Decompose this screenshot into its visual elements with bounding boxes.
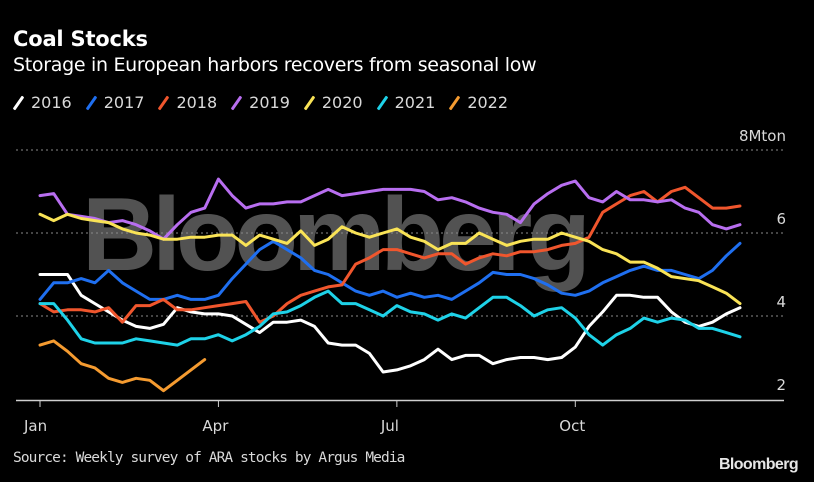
series-line-2018 bbox=[38, 185, 742, 324]
legend-item-2020: 2020 bbox=[304, 93, 363, 112]
series-line-2019 bbox=[38, 177, 742, 241]
legend-label: 2016 bbox=[31, 93, 72, 112]
x-tick-label: Oct bbox=[559, 417, 585, 435]
chart-subtitle: Storage in European harbors recovers fro… bbox=[13, 54, 537, 76]
series-line-2021 bbox=[38, 289, 742, 347]
legend-item-2022: 2022 bbox=[449, 93, 508, 112]
x-tick-label: Apr bbox=[202, 417, 229, 435]
chart-title: Coal Stocks bbox=[13, 27, 148, 51]
legend-label: 2021 bbox=[394, 93, 436, 112]
legend-item-2019: 2019 bbox=[231, 93, 290, 112]
x-tick-label: Jul bbox=[380, 417, 399, 435]
legend-label: 2017 bbox=[103, 93, 145, 112]
legend-item-2021: 2021 bbox=[377, 93, 436, 112]
x-tick-label: Jan bbox=[23, 417, 47, 435]
y-tick-label: 8Mton bbox=[739, 127, 786, 145]
legend-label: 2020 bbox=[321, 93, 363, 112]
series-line-2017 bbox=[38, 239, 742, 301]
legend-item-2018: 2018 bbox=[158, 93, 217, 112]
y-axis: 2 4 6 8Mton bbox=[739, 127, 786, 394]
series-line-2020 bbox=[38, 212, 742, 306]
series-line-2022 bbox=[38, 339, 207, 393]
bloomberg-logo: Bloomberg bbox=[718, 456, 799, 473]
y-tick-label: 2 bbox=[776, 376, 786, 394]
gridlines bbox=[16, 149, 784, 317]
legend-label: 2018 bbox=[176, 93, 218, 112]
y-tick-label: 4 bbox=[776, 293, 786, 311]
source-note: Source: Weekly survey of ARA stocks by A… bbox=[13, 450, 405, 466]
series-line-2016 bbox=[38, 273, 742, 374]
legend-item-2016: 2016 bbox=[13, 93, 72, 112]
x-axis: Jan Apr Jul Oct bbox=[16, 399, 784, 435]
legend: 2016 2017 2018 2019 2020 2021 2022 bbox=[13, 93, 522, 112]
legend-label: 2019 bbox=[249, 93, 290, 112]
legend-label: 2022 bbox=[467, 93, 509, 112]
y-tick-label: 6 bbox=[776, 210, 786, 228]
legend-item-2017: 2017 bbox=[86, 93, 145, 112]
series-lines bbox=[38, 177, 742, 393]
